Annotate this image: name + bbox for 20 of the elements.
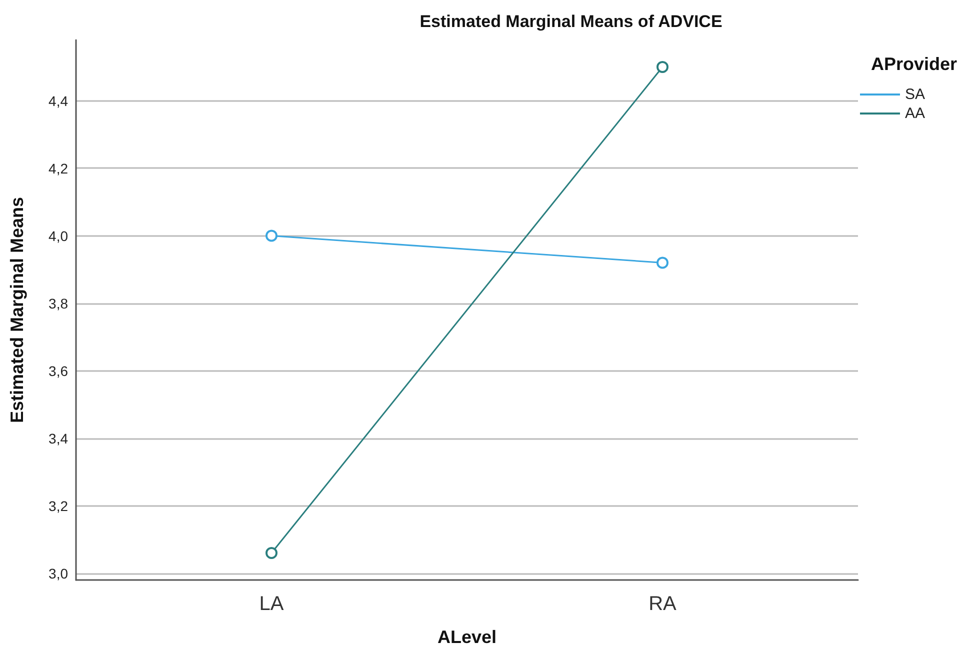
point [656,256,668,269]
x-tick-label: LA [259,593,284,615]
x-axis-title: ALevel [437,627,497,647]
y-tick-label: 3,2 [48,498,68,514]
y-tick-label: 3,0 [48,565,68,582]
y-tick-label: 3,6 [48,362,68,379]
y-axis-title: Estimated Marginal Means [7,196,27,424]
y-tick-label: 4,4 [48,92,68,109]
point [266,230,278,242]
y-tick-label: 3,4 [48,430,68,446]
y-tick-label: 4,2 [48,160,68,176]
x-tick-label: RA [648,593,678,615]
legend-label: AA [904,105,926,122]
point [266,547,278,559]
legend-title: AProvider [871,54,958,74]
point [656,61,668,73]
chart-title: Estimated Marginal Means of ADVICE [420,12,722,31]
legend-label: SA [904,86,926,103]
y-tick-label: 4,0 [48,228,68,244]
y-tick-label: 3,8 [48,295,68,312]
